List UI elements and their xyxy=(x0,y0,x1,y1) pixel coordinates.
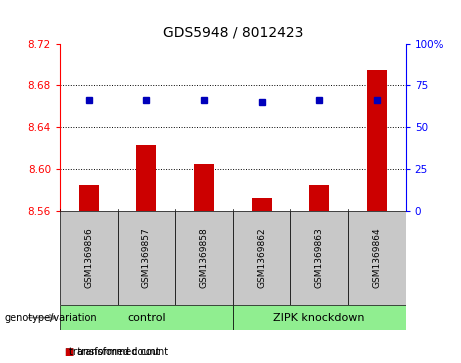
Bar xyxy=(136,145,156,211)
Title: GDS5948 / 8012423: GDS5948 / 8012423 xyxy=(163,26,303,40)
Bar xyxy=(233,211,290,305)
Text: GSM1369864: GSM1369864 xyxy=(372,227,381,288)
Bar xyxy=(194,164,214,211)
Bar xyxy=(175,211,233,305)
Bar xyxy=(233,305,406,330)
Bar xyxy=(367,70,387,211)
Bar xyxy=(60,305,233,330)
Text: GSM1369862: GSM1369862 xyxy=(257,227,266,288)
Bar xyxy=(118,211,175,305)
Text: control: control xyxy=(127,313,165,323)
Bar xyxy=(290,211,348,305)
Text: GSM1369856: GSM1369856 xyxy=(84,227,93,288)
Text: genotype/variation: genotype/variation xyxy=(5,313,97,323)
Bar xyxy=(79,185,99,211)
Bar xyxy=(60,211,118,305)
Text: ■: ■ xyxy=(65,347,74,357)
Text: GSM1369863: GSM1369863 xyxy=(315,227,324,288)
Text: ■ transformed count: ■ transformed count xyxy=(65,347,168,357)
Bar xyxy=(309,185,329,211)
Bar xyxy=(348,211,406,305)
Bar xyxy=(252,198,272,211)
Text: transformed count: transformed count xyxy=(69,347,160,357)
Text: ZIPK knockdown: ZIPK knockdown xyxy=(273,313,365,323)
Text: GSM1369857: GSM1369857 xyxy=(142,227,151,288)
Text: GSM1369858: GSM1369858 xyxy=(200,227,208,288)
